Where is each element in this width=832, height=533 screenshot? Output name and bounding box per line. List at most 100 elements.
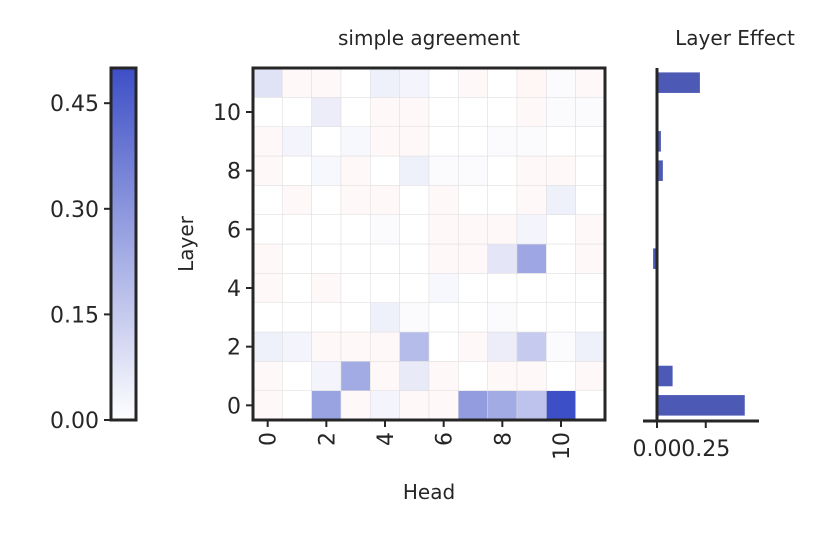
heatmap-cell xyxy=(252,331,283,362)
heatmap-cell xyxy=(428,273,459,303)
heatmap-cell xyxy=(311,390,342,421)
heatmap-cell xyxy=(370,331,400,362)
heatmap-title: simple agreement xyxy=(338,26,520,50)
heatmap-cell xyxy=(458,185,488,215)
heatmap-cell xyxy=(370,97,400,127)
heatmap-cell xyxy=(428,97,459,127)
heatmap-cell xyxy=(399,155,430,186)
heatmap-cell xyxy=(516,214,547,245)
heatmap-y-ticks: 0 2 4 6 8 10 xyxy=(213,101,253,419)
heatmap-cell xyxy=(516,331,547,362)
heatmap-cell xyxy=(516,185,547,215)
heatmap-cell xyxy=(458,361,488,391)
heatmap-cell xyxy=(282,390,312,421)
heatmap-cell xyxy=(428,302,459,333)
heatmap-x-tick-label: 10 xyxy=(550,432,575,460)
colorbar: 0.00 0.15 0.30 0.45 xyxy=(50,66,138,434)
heatmap-x-ticks: 0 2 4 6 8 10 xyxy=(257,420,575,460)
layer-effect-bar xyxy=(657,131,661,152)
heatmap-cell xyxy=(546,302,576,333)
heatmap-cell xyxy=(340,361,371,391)
heatmap-cell xyxy=(546,390,576,421)
heatmap-cell xyxy=(458,214,488,245)
heatmap-cell xyxy=(252,302,283,333)
heatmap-cell xyxy=(487,243,518,274)
heatmap-cell xyxy=(487,273,518,303)
heatmap-cell xyxy=(575,390,606,421)
heatmap-cell xyxy=(340,126,371,157)
heatmap-cell xyxy=(546,214,576,245)
heatmap-cell xyxy=(282,361,312,391)
heatmap-cell xyxy=(516,302,547,333)
heatmap-cell xyxy=(311,155,342,186)
heatmap-cell xyxy=(252,273,283,303)
heatmap-cell xyxy=(370,361,400,391)
heatmap-x-tick-label: 2 xyxy=(315,432,340,446)
heatmap-cell xyxy=(487,67,518,98)
heatmap-cell xyxy=(370,214,400,245)
heatmap-y-tick-label: 2 xyxy=(227,336,241,361)
heatmap-cell xyxy=(575,331,606,362)
heatmap-cell xyxy=(546,155,576,186)
heatmap-cell xyxy=(340,155,371,186)
heatmap-cell xyxy=(546,185,576,215)
heatmap-cell xyxy=(399,361,430,391)
heatmap-cell xyxy=(370,273,400,303)
colorbar-tick-label: 0.15 xyxy=(50,303,99,328)
heatmap-cell xyxy=(399,243,430,274)
layer-effect-bar xyxy=(657,72,700,93)
heatmap-cell xyxy=(282,243,312,274)
heatmap-cell xyxy=(399,390,430,421)
heatmap-cell xyxy=(516,155,547,186)
heatmap-cell xyxy=(575,97,606,127)
heatmap-cell xyxy=(311,214,342,245)
heatmap-cell xyxy=(458,97,488,127)
heatmap-cell xyxy=(399,302,430,333)
heatmap-cell xyxy=(252,126,283,157)
heatmap-plot: simple agreement 0 2 4 6 8 10 0 2 4 6 8 10 Head La… xyxy=(174,26,607,504)
heatmap-y-tick-label: 8 xyxy=(227,160,241,185)
layer-effect-x-tick-label: 0.00 xyxy=(633,437,682,462)
heatmap-cells xyxy=(252,67,606,421)
heatmap-cell xyxy=(252,243,283,274)
heatmap-cell xyxy=(458,390,488,421)
heatmap-cell xyxy=(487,155,518,186)
heatmap-xlabel: Head xyxy=(403,480,455,504)
heatmap-cell xyxy=(399,126,430,157)
heatmap-cell xyxy=(311,185,342,215)
heatmap-cell xyxy=(546,243,576,274)
heatmap-cell xyxy=(252,67,283,98)
heatmap-cell xyxy=(311,67,342,98)
heatmap-x-tick-label: 0 xyxy=(257,432,282,446)
heatmap-cell xyxy=(546,273,576,303)
heatmap-cell xyxy=(282,302,312,333)
layer-effect-x-tick-label: 0.25 xyxy=(681,437,730,462)
heatmap-cell xyxy=(487,126,518,157)
layer-effect-plot: Layer Effect 0.00 0.25 xyxy=(633,26,795,462)
heatmap-cell xyxy=(458,243,488,274)
heatmap-cell xyxy=(370,155,400,186)
heatmap-cell xyxy=(399,273,430,303)
heatmap-cell xyxy=(311,97,342,127)
heatmap-cell xyxy=(311,243,342,274)
heatmap-cell xyxy=(487,361,518,391)
heatmap-cell xyxy=(428,155,459,186)
heatmap-y-tick-label: 4 xyxy=(227,277,241,302)
heatmap-y-tick-label: 6 xyxy=(227,218,241,243)
heatmap-cell xyxy=(282,97,312,127)
layer-effect-bar xyxy=(657,365,673,387)
heatmap-cell xyxy=(311,361,342,391)
heatmap-cell xyxy=(487,331,518,362)
heatmap-cell xyxy=(428,361,459,391)
heatmap-cell xyxy=(399,97,430,127)
heatmap-cell xyxy=(252,390,283,421)
heatmap-cell xyxy=(340,390,371,421)
heatmap-x-tick-label: 4 xyxy=(374,432,399,446)
heatmap-y-tick-label: 0 xyxy=(227,394,241,419)
heatmap-cell xyxy=(546,331,576,362)
heatmap-cell xyxy=(282,67,312,98)
heatmap-cell xyxy=(487,302,518,333)
heatmap-cell xyxy=(428,214,459,245)
heatmap-cell xyxy=(428,185,459,215)
heatmap-cell xyxy=(546,361,576,391)
